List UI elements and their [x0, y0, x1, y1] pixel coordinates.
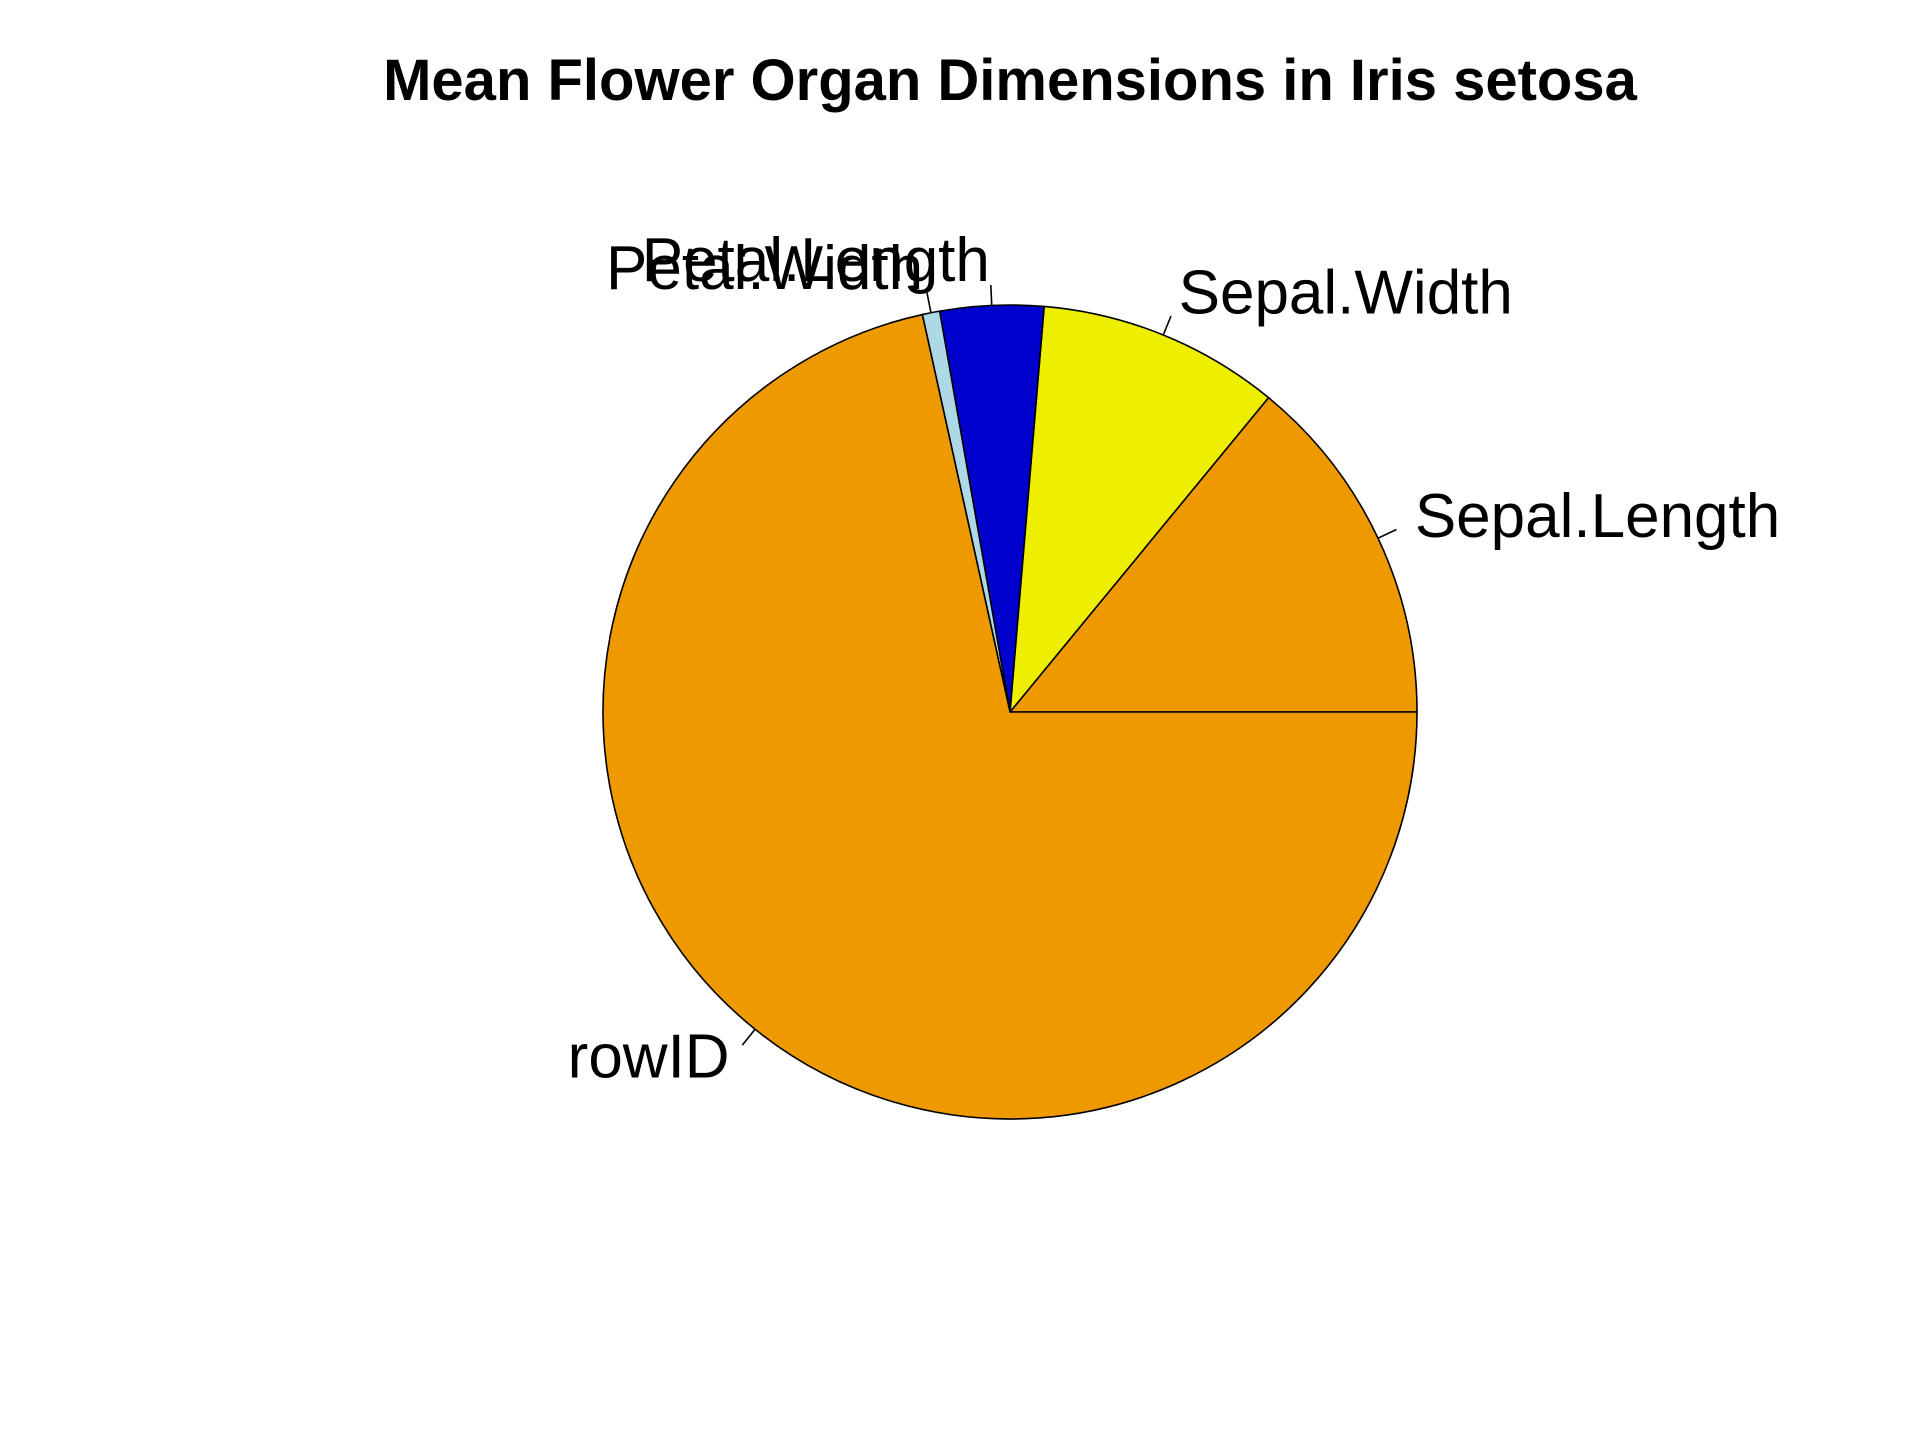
slice-label-sepal-length: Sepal.Length	[1415, 482, 1780, 551]
slice-label-petal-width: Petal.Width	[606, 234, 923, 303]
slice-label-rowid: rowID	[568, 1022, 730, 1091]
leader-line-sepal-length	[1377, 528, 1397, 539]
slice-labels: Sepal.Length Sepal.Width Petal.LengthPetal…	[568, 226, 1781, 1091]
leader-line-petal-length	[990, 285, 993, 306]
pie-slice-rowid	[602, 313, 1418, 1120]
slice-label-petal-length: Petal.Length	[642, 226, 990, 295]
leader-line-sepal-width	[1162, 315, 1172, 336]
pie-slices	[602, 304, 1418, 1120]
leader-lines	[741, 285, 1397, 1046]
slice-label-sepal-width: Sepal.Width	[1179, 259, 1513, 328]
leader-line-rowid	[741, 1028, 756, 1046]
chart-title: Mean Flower Organ Dimensions in Iris set…	[383, 48, 1638, 113]
pie-slice-sepal-width	[1008, 305, 1270, 715]
leader-line-petal-width	[926, 292, 932, 313]
